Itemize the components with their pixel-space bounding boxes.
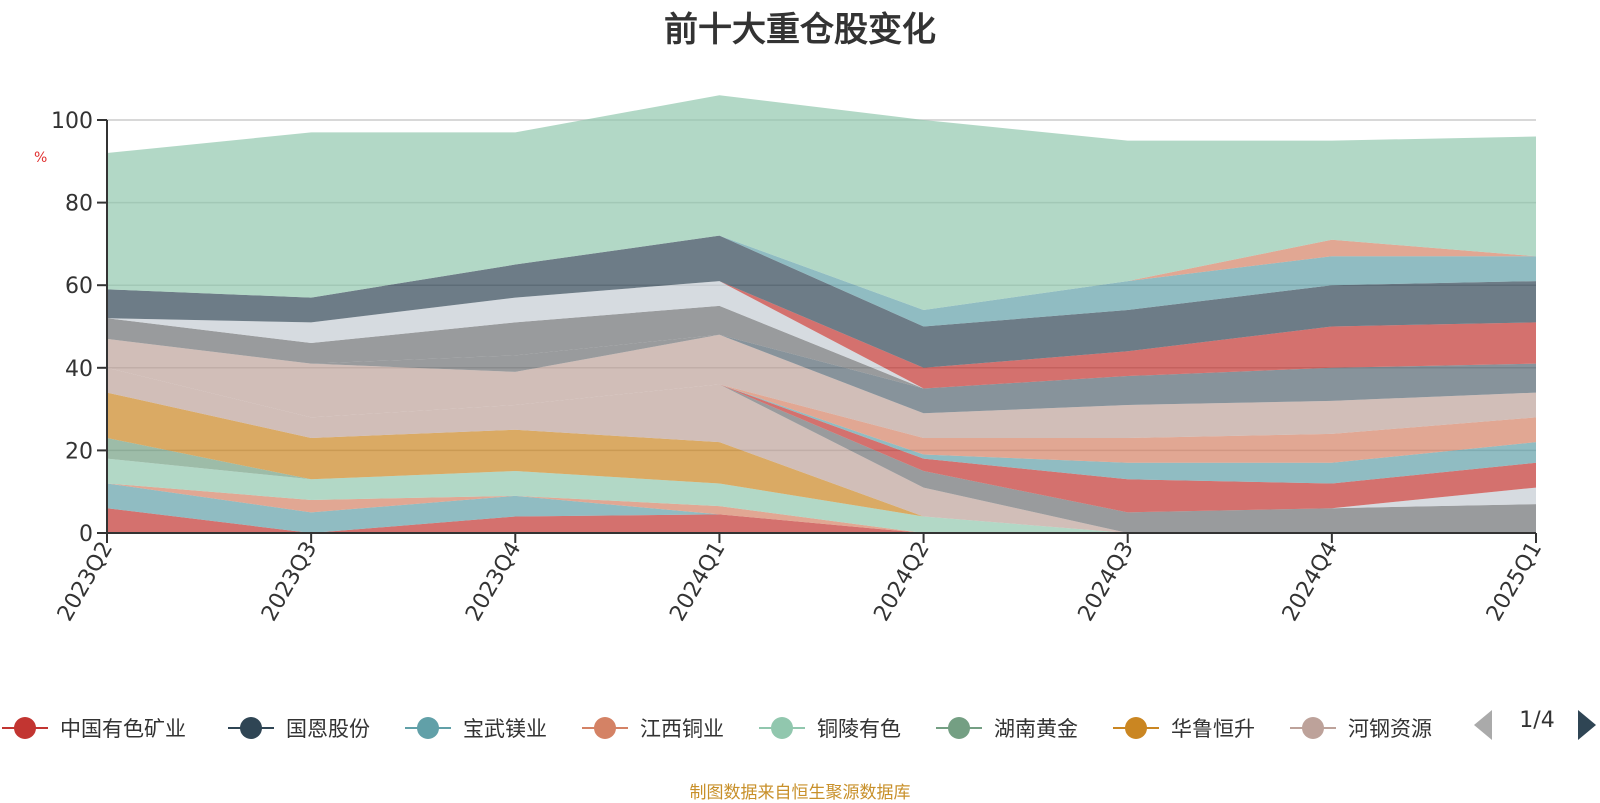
legend-label: 宝武镁业	[463, 717, 547, 741]
x-tick-label: 2025Q1	[1482, 538, 1547, 626]
y-tick-label: 40	[65, 357, 93, 382]
area-series-3	[107, 483, 1536, 533]
area-series-14	[107, 334, 1536, 414]
y-tick-label: 0	[79, 522, 93, 547]
y-tick-label: 100	[51, 109, 93, 134]
area-series-6	[107, 392, 1536, 533]
area-series-0	[107, 508, 1536, 533]
legend-item-5[interactable]: 湖南黄金	[934, 710, 1078, 746]
y-axis-unit: %	[34, 150, 48, 166]
chart-title: 前十大重仓股变化	[664, 10, 936, 50]
legend-item-7[interactable]: 河钢资源	[1288, 710, 1432, 746]
legend-prev-arrow-icon[interactable]	[1474, 710, 1492, 740]
x-tick-label: 2024Q1	[665, 538, 730, 626]
area-series-8	[107, 367, 1536, 533]
legend-item-4[interactable]: 铜陵有色	[757, 710, 901, 746]
legend-label: 江西铜业	[640, 717, 724, 741]
area-series-17	[107, 305, 1536, 389]
legend-marker-icon	[580, 716, 630, 740]
legend-marker-icon	[226, 716, 276, 740]
legend-item-0[interactable]: 中国有色矿业	[0, 710, 186, 746]
area-series-23	[107, 95, 1536, 310]
legend-marker-icon	[1288, 716, 1338, 740]
y-tick-label: 80	[65, 192, 93, 217]
area-series-4	[107, 458, 1536, 533]
area-series-2	[107, 483, 1536, 533]
legend-label: 河钢资源	[1348, 717, 1432, 741]
legend-item-1[interactable]: 国恩股份	[226, 710, 370, 746]
legend-pager: 1/4	[1472, 706, 1600, 742]
x-tick-label: 2023Q3	[257, 538, 322, 626]
x-tick-label: 2024Q3	[1074, 538, 1139, 626]
x-tick-label: 2023Q2	[53, 538, 118, 626]
legend: 中国有色矿业 国恩股份 宝武镁业 江西铜业 铜陵有色 湖南黄金 华鲁恒升 河钢资源	[0, 710, 1600, 750]
legend-label: 国恩股份	[286, 717, 370, 741]
legend-item-3[interactable]: 江西铜业	[580, 710, 724, 746]
area-series-12	[107, 367, 1536, 463]
x-tick-label: 2023Q4	[461, 538, 526, 626]
area-series	[107, 95, 1536, 533]
area-series-13	[107, 334, 1536, 439]
area-series-20	[107, 235, 1536, 368]
legend-label: 铜陵有色	[817, 717, 901, 741]
source-note: 制图数据来自恒生聚源数据库	[689, 783, 911, 803]
legend-label: 中国有色矿业	[60, 717, 186, 741]
legend-marker-icon	[403, 716, 453, 740]
legend-page-indicator: 1/4	[1519, 708, 1555, 733]
legend-marker-icon	[934, 716, 984, 740]
area-series-7	[107, 367, 1536, 533]
y-tick-label: 20	[65, 439, 93, 464]
area-series-21	[107, 235, 1536, 327]
legend-item-2[interactable]: 宝武镁业	[403, 710, 547, 746]
legend-item-6[interactable]: 华鲁恒升	[1111, 710, 1255, 746]
x-tick-label: 2024Q4	[1278, 538, 1343, 626]
legend-marker-icon	[1111, 716, 1161, 740]
legend-marker-icon	[0, 716, 50, 740]
legend-label: 湖南黄金	[994, 717, 1078, 741]
legend-next-arrow-icon[interactable]	[1578, 710, 1596, 740]
area-series-11	[107, 367, 1536, 484]
y-tick-label: 60	[65, 274, 93, 299]
area-series-16	[107, 334, 1536, 389]
legend-label: 华鲁恒升	[1171, 717, 1255, 741]
area-series-10	[107, 367, 1536, 513]
area-series-19	[107, 281, 1536, 389]
legend-marker-icon	[757, 716, 807, 740]
x-tick-label: 2024Q2	[869, 538, 934, 626]
